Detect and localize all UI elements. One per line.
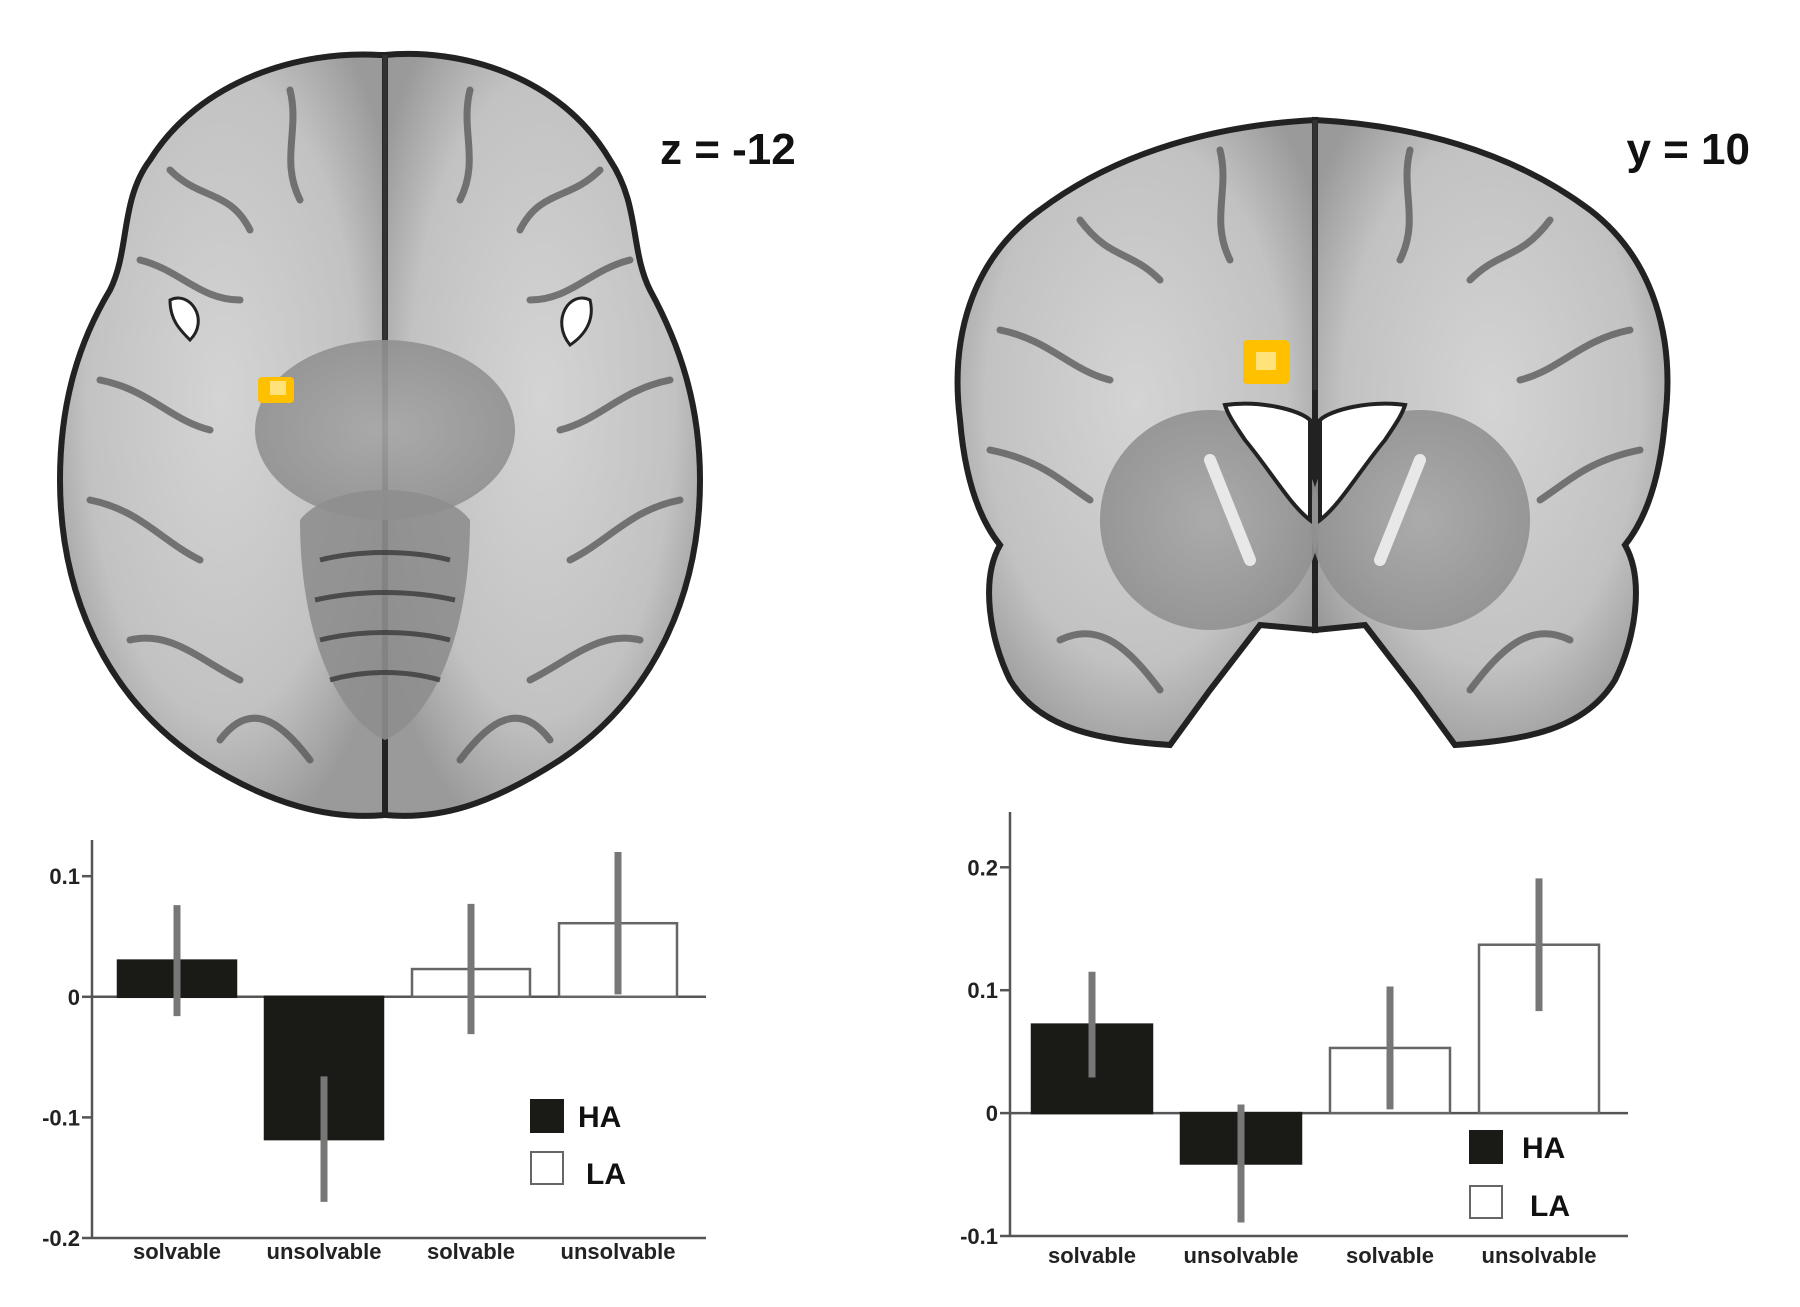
right-legend-la-swatch [1469,1185,1503,1219]
coronal-brain-slice [954,116,1671,749]
right-ytick-label: -0.1 [960,1224,998,1249]
left-ytick-label: -0.2 [42,1226,80,1251]
right-legend-la-label: LA [1530,1190,1570,1223]
right-category-label: unsolvable [1184,1243,1299,1268]
axial-brain-outline [56,51,388,819]
coronal-slice-label: y = 10 [1626,125,1750,174]
right-legend-ha-label: HA [1522,1132,1565,1165]
right-ytick-label: 0.1 [967,978,998,1003]
left-ytick-label: 0 [68,985,80,1010]
axial-brain-slice [56,50,704,819]
right-ytick-label: 0.2 [967,855,998,880]
axial-slice-label: z = -12 [660,125,796,174]
right-legend-ha-swatch [1469,1130,1503,1164]
left-category-label: solvable [133,1239,221,1264]
right-bar-chart: 0.2 0.1 0 -0.1 solvable unsolvable solvable un… [960,812,1628,1268]
left-category-label: unsolvable [561,1239,676,1264]
right-category-label: solvable [1048,1243,1136,1268]
right-ytick-label: 0 [986,1101,998,1126]
left-category-label: solvable [427,1239,515,1264]
left-legend-ha-swatch [530,1099,564,1133]
left-ytick-label: -0.1 [42,1105,80,1130]
left-bar-chart: 0.1 0 -0.1 -0.2 solvable unsolvable solvable u… [42,840,706,1264]
right-category-label: solvable [1346,1243,1434,1268]
right-category-label: unsolvable [1482,1243,1597,1268]
left-legend-la-swatch [530,1151,564,1185]
left-category-label: unsolvable [267,1239,382,1264]
left-legend-la-label: LA [586,1158,626,1191]
left-ytick-label: 0.1 [49,864,80,889]
left-legend-ha-label: HA [578,1101,621,1134]
